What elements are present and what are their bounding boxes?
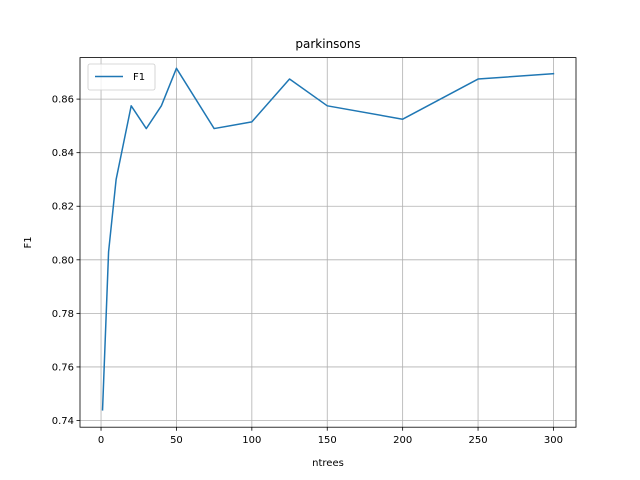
x-axis-label: ntrees (312, 458, 344, 469)
plot-frame (79, 57, 577, 428)
x-tick-label: 250 (469, 435, 488, 446)
y-axis: 0.74 0.76 0.78 0.80 0.82 0.84 0.86 (52, 95, 80, 427)
y-tick-label: 0.78 (52, 309, 74, 320)
y-axis-label: F1 (23, 236, 34, 248)
series-layer (101, 67, 555, 411)
x-tick-label: 0 (98, 435, 104, 446)
y-tick-label: 0.76 (52, 362, 74, 373)
legend: F1 (87, 63, 156, 91)
y-tick-label: 0.82 (52, 202, 74, 213)
y-tick-label: 0.80 (52, 255, 74, 266)
y-tick-label: 0.84 (52, 148, 74, 159)
x-tick-label: 200 (393, 435, 412, 446)
x-tick-label: 150 (318, 435, 337, 446)
chart-title: parkinsons (295, 37, 360, 51)
x-tick-label: 100 (242, 435, 261, 446)
series-line-f1 (101, 67, 555, 411)
y-tick-label: 0.86 (52, 95, 74, 106)
y-tick-label: 0.74 (52, 416, 74, 427)
x-tick-label: 50 (170, 435, 183, 446)
legend-label-f1: F1 (133, 72, 145, 83)
x-axis: 0 50 100 150 200 250 300 (98, 427, 563, 446)
grid (80, 57, 576, 428)
x-tick-label: 300 (544, 435, 563, 446)
